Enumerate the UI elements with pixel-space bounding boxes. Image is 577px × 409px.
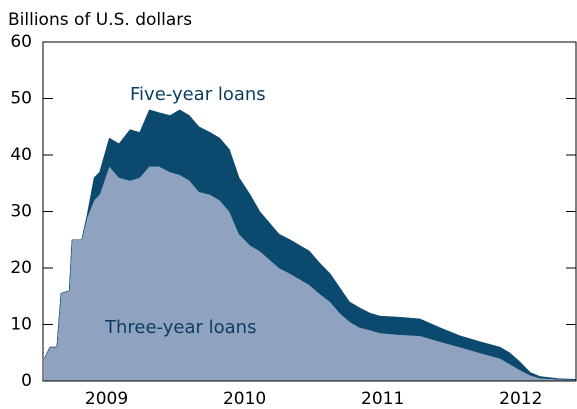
y-axis-label: Billions of U.S. dollars [8, 10, 192, 30]
y-tick-label: 10 [10, 315, 32, 335]
y-tick-label: 30 [10, 202, 32, 222]
y-tick-label: 40 [10, 145, 32, 165]
y-tick-label: 0 [21, 371, 32, 391]
x-tick-label: 2011 [361, 389, 404, 409]
x-tick-label: 2012 [499, 389, 542, 409]
y-tick-label: 60 [10, 32, 32, 52]
x-tick-label: 2010 [223, 389, 266, 409]
y-tick-label: 20 [10, 258, 32, 278]
y-tick-label: 50 [10, 89, 32, 109]
x-tick-label: 2009 [85, 389, 128, 409]
annotation: Five-year loans [130, 84, 266, 105]
annotation: Three-year loans [104, 317, 256, 338]
